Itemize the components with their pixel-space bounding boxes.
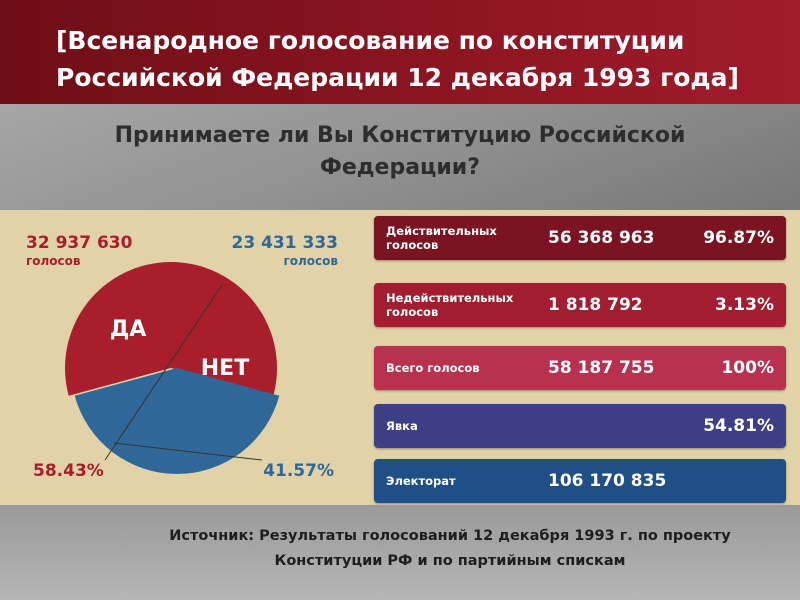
result-row-label: Явка bbox=[386, 419, 418, 433]
result-row-percent: 100% bbox=[721, 358, 774, 378]
header-title: [Всенародное голосование по конституции … bbox=[56, 26, 739, 92]
header-banner bbox=[0, 0, 800, 104]
result-row-invalid-votes: Недействительных голосов 1 818 792 3.13% bbox=[374, 283, 786, 327]
result-row-percent: 54.81% bbox=[703, 416, 774, 436]
result-row-label: Недействительных голосов bbox=[386, 291, 514, 319]
result-row-electorate: Электорат 106 170 835 bbox=[374, 459, 786, 503]
result-row-label: Электорат bbox=[386, 474, 456, 488]
result-row-total-votes: Всего голосов 58 187 755 100% bbox=[374, 346, 786, 390]
result-row-label: Всего голосов bbox=[386, 361, 480, 375]
source-note: Источник: Результаты голосований 12 дека… bbox=[169, 528, 731, 569]
result-row-percent: 96.87% bbox=[703, 228, 774, 248]
result-row-count: 56 368 963 bbox=[548, 228, 655, 248]
yes-slice-label: ДА bbox=[110, 317, 147, 342]
result-row-valid-votes: Действительных голосов 56 368 963 96.87% bbox=[374, 216, 786, 260]
question-text: Принимаете ли Вы Конституцию Российской … bbox=[114, 123, 686, 180]
result-row-label: Действительных голосов bbox=[386, 224, 497, 252]
result-row-percent: 3.13% bbox=[715, 295, 774, 315]
footer-band bbox=[0, 505, 800, 600]
pie-slice-yes bbox=[65, 262, 277, 396]
result-row-count: 1 818 792 bbox=[548, 295, 643, 315]
pie-slices bbox=[65, 262, 280, 475]
no-leader-line bbox=[113, 442, 263, 461]
question-band bbox=[0, 104, 800, 210]
yes-unit-label: голосов bbox=[26, 254, 81, 268]
result-row-turnout: Явка 54.81% bbox=[374, 404, 786, 448]
no-slice-label: НЕТ bbox=[201, 356, 249, 381]
pie-slice-no bbox=[74, 368, 280, 475]
result-row-count: 106 170 835 bbox=[548, 471, 667, 491]
yes-percent-label: 58.43% bbox=[33, 461, 104, 481]
yes-leader-line bbox=[104, 284, 223, 461]
no-unit-label: голосов bbox=[284, 254, 339, 268]
no-percent-label: 41.57% bbox=[263, 461, 334, 481]
no-count-label: 23 431 333 bbox=[232, 233, 338, 253]
result-row-count: 58 187 755 bbox=[548, 358, 655, 378]
yes-count-label: 32 937 630 bbox=[26, 233, 133, 253]
referendum-pie-chart: 32 937 630 голосов 23 431 333 голосов ДА… bbox=[26, 233, 339, 481]
